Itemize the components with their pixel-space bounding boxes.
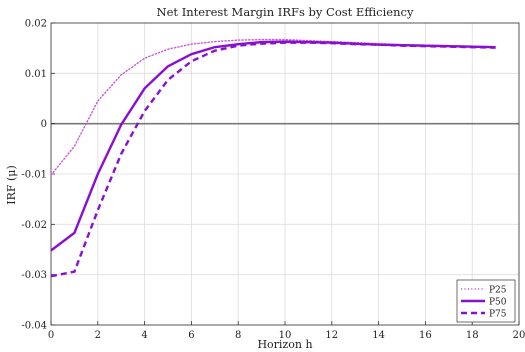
y-tick-label: 0.01 [25, 69, 47, 80]
x-axis-label: Horizon h [257, 338, 312, 351]
legend-label-p75: P75 [489, 310, 507, 320]
x-tick-label: 6 [188, 330, 194, 341]
x-tick-label: 14 [372, 330, 385, 341]
y-axis-ticks: -0.04 -0.03 -0.02 -0.01 0 0.01 0.02 [21, 19, 55, 332]
x-tick-label: 18 [466, 330, 479, 341]
legend: P25 P50 P75 [456, 279, 516, 323]
x-tick-label: 4 [141, 330, 147, 341]
y-tick-label: 0 [41, 119, 47, 130]
x-tick-label: 2 [95, 330, 101, 341]
legend-label-p25: P25 [489, 286, 507, 296]
x-tick-label: 12 [325, 330, 338, 341]
y-tick-label: 0.02 [25, 19, 47, 30]
x-tick-label: 20 [513, 330, 525, 341]
y-axis-label: IRF (μ) [5, 165, 18, 205]
series-layer [50, 38, 497, 278]
y-tick-label: -0.02 [21, 220, 47, 231]
x-tick-label: 16 [419, 330, 432, 341]
x-tick-label: 0 [48, 330, 54, 341]
series-line-p75 [50, 41, 496, 278]
x-axis-ticks: 0 2 4 6 8 10 12 14 16 18 20 [48, 321, 525, 341]
y-tick-label: -0.04 [21, 321, 47, 332]
y-tick-label: -0.03 [21, 270, 47, 281]
x-tick-label: 10 [279, 330, 292, 341]
legend-label-p50: P50 [489, 298, 507, 308]
y-tick-label: -0.01 [21, 170, 47, 181]
chart-title: Net Interest Margin IRFs by Cost Efficie… [157, 5, 414, 19]
x-tick-label: 8 [235, 330, 241, 341]
